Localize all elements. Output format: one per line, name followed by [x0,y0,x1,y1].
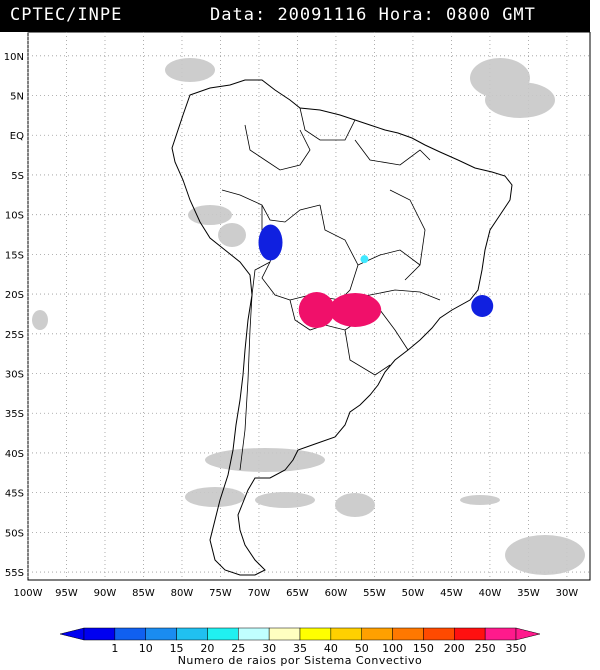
longitude-tick-label: 65W [286,588,309,599]
colorbar-swatch [238,627,270,641]
latitude-tick-label: 35S [5,409,24,420]
date-value: 20091116 [277,5,368,25]
longitude-tick-label: 55W [363,588,386,599]
time-value: 0800 GMT [446,5,536,25]
colorbar-low-arrow [59,627,85,641]
colorbar-swatch [484,627,517,641]
date-time-label: Data: 20091116 Hora: 0800 GMT [210,5,536,25]
longitude-tick-label: 85W [132,588,155,599]
latitude-tick-label: 30S [5,370,24,381]
longitude-tick-label: 100W [14,588,43,599]
colorbar-label: 1 [111,642,118,654]
paraguay-east-cluster [329,292,382,327]
colorbar-swatch [299,627,332,641]
colorbar-label: 10 [139,642,153,654]
colorbar-label: 15 [170,642,184,654]
colorbar-label: 30 [262,642,276,654]
latitude-labels: 10N 5N EQ 5S 10S 15S 20S 25S 30S 35S 40S 45S 50S 55S [4,52,24,579]
longitude-tick-label: 95W [55,588,78,599]
colorbar-high-arrow [515,627,541,641]
longitude-tick-label: 80W [171,588,194,599]
longitude-tick-label: 70W [248,588,271,599]
colorbar-label: 20 [200,642,214,654]
colorbar-swatch [392,627,424,641]
latitude-tick-label: 20S [5,290,24,301]
longitude-tick-label: 90W [94,588,117,599]
colorbar-label: 350 [506,642,527,654]
longitude-tick-label: 50W [402,588,425,599]
peru-bolivia-cluster [258,224,283,261]
colorbar: 1 10 15 20 25 30 35 40 50 100 150 200 250 350 [59,627,541,654]
colorbar-label: 50 [355,642,369,654]
longitude-tick-label: 30W [556,588,579,599]
colorbar-swatch [176,627,208,641]
latitude-tick-label: EQ [10,131,24,142]
southeast-brazil-cluster [471,295,494,317]
colorbar-label: 200 [444,642,465,654]
longitude-tick-label: 60W [325,588,348,599]
colorbar-label: 250 [475,642,496,654]
colorbar-swatch [83,627,116,641]
colorbar-title: Numero de raios por Sistema Convectivo [177,654,423,667]
colorbar-swatch [361,627,393,641]
source-label: CPTEC/INPE [10,5,123,25]
longitude-tick-label: 75W [209,588,232,599]
colorbar-swatch [454,627,486,641]
colorbar-label: 35 [293,642,307,654]
lightning-map: 10N5NEQ5S10S15S20S25S30S35S40S45S50S55S … [4,32,591,599]
latitude-tick-label: 45S [5,489,24,500]
latitude-tick-label: 40S [5,449,24,460]
latitude-tick-label: 55S [5,568,24,579]
south-america-coastline [171,79,513,576]
colorbar-swatch [330,627,362,641]
longitude-tick-label: 45W [440,588,463,599]
colorbar-swatch [114,627,146,641]
colorbar-label: 25 [231,642,245,654]
colorbar-swatch [423,627,455,641]
longitude-tick-label: 40W [479,588,502,599]
map-header: CPTEC/INPE Data: 20091116 Hora: 0800 GMT [0,0,590,32]
colorbar-label: 40 [324,642,338,654]
central-brazil-cell [360,255,369,264]
colorbar-label: 150 [413,642,434,654]
longitude-labels: 100W 95W 90W 85W 80W 75W 70W 65W 60W 55W 50W 45W 40W… [14,588,579,599]
latitude-tick-label: 5N [10,92,24,103]
longitude-tick-label: 35W [517,588,540,599]
paraguay-west-cluster [298,291,335,328]
hora-label: Hora: [378,5,435,25]
latitude-tick-label: 10S [5,211,24,222]
latitude-tick-label: 25S [5,330,24,341]
data-label: Data: [210,5,267,25]
latitude-tick-label: 50S [5,528,24,539]
convective-systems [258,224,494,328]
colorbar-swatch [268,627,301,641]
latitude-tick-label: 5S [11,171,24,182]
colorbar-label: 100 [382,642,403,654]
colorbar-swatch [145,627,177,641]
latitude-tick-label: 10N [4,52,24,63]
colorbar-swatch [207,627,239,641]
latitude-tick-label: 15S [5,250,24,261]
